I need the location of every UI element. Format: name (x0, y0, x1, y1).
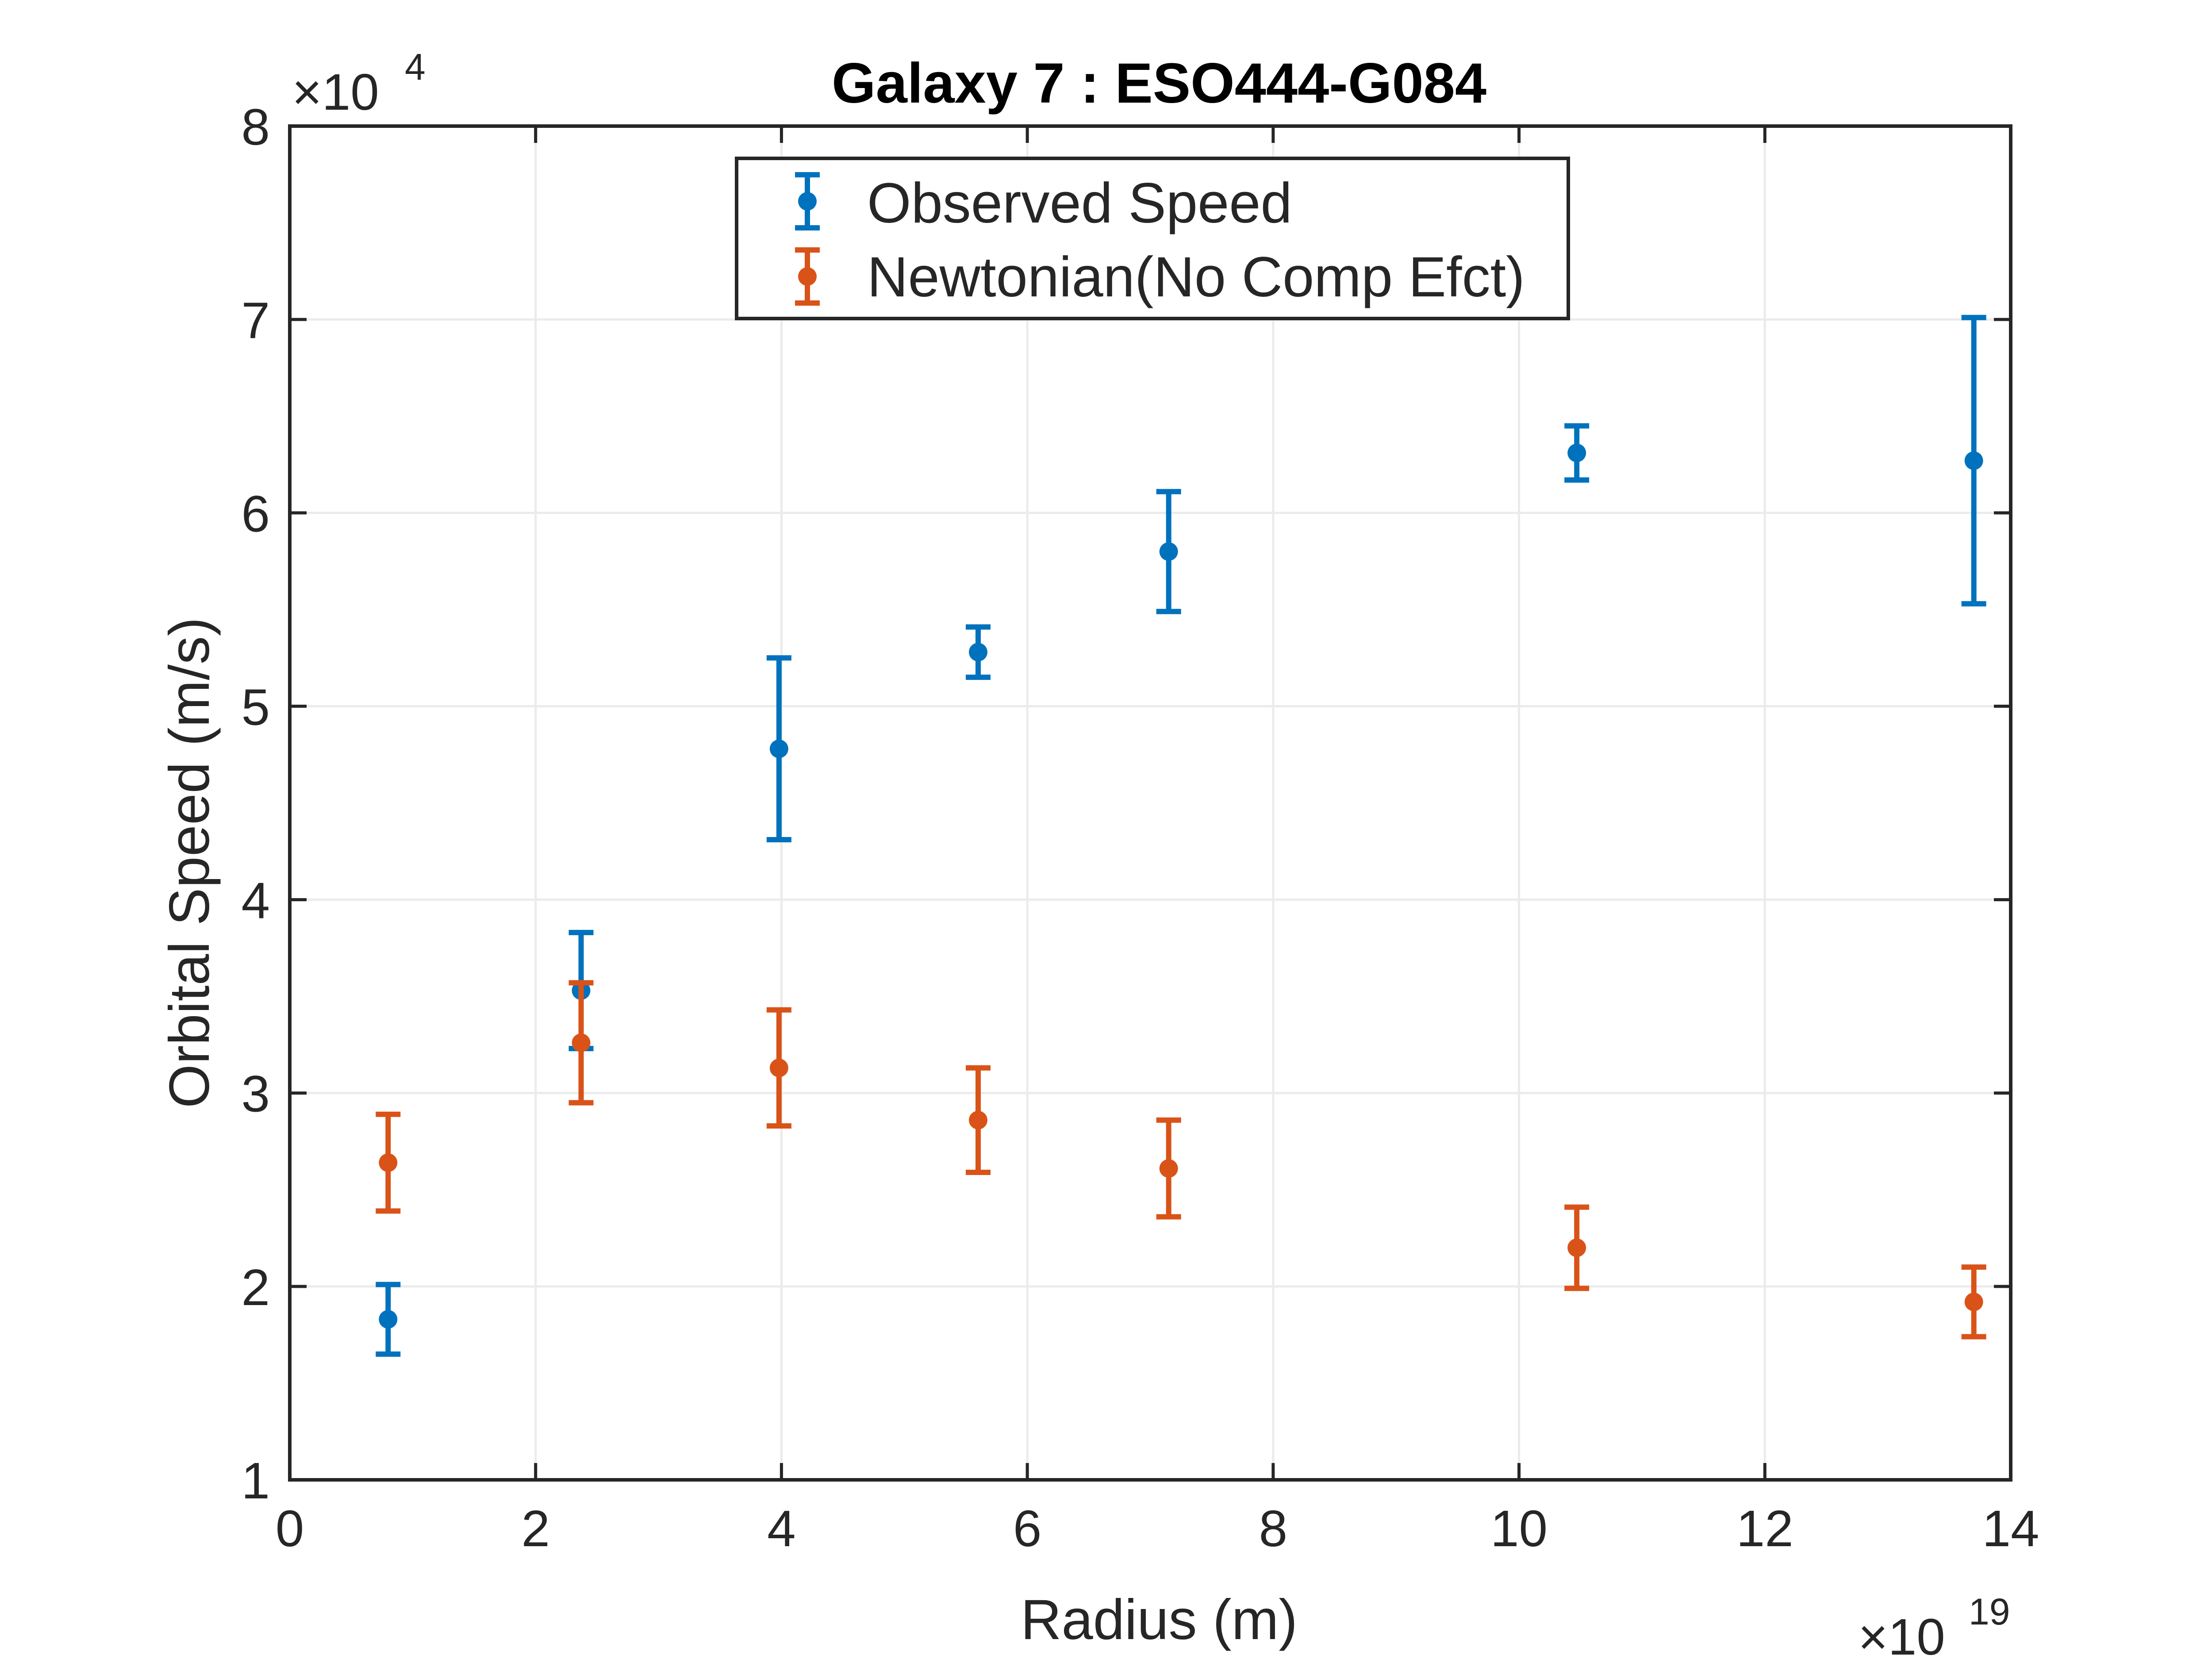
y-exponent-power: 4 (405, 46, 426, 88)
legend: Observed Speed Newtonian(No Comp Efct) (735, 157, 1570, 320)
y-tick-label: 5 (241, 678, 270, 736)
y-exponent-base: ×10 (292, 63, 379, 121)
data-marker (572, 1033, 591, 1052)
legend-marker-observed (795, 172, 820, 230)
data-marker (1964, 451, 1983, 470)
legend-marker-dot (798, 267, 817, 286)
data-point (966, 1065, 991, 1175)
y-tick-label: 4 (241, 872, 270, 929)
y-tick-label: 1 (241, 1452, 270, 1509)
data-marker (379, 1310, 398, 1329)
data-point (1961, 315, 1986, 607)
series-0 (376, 315, 1986, 1357)
data-marker (379, 1153, 398, 1172)
data-marker (969, 1110, 987, 1129)
data-point (1156, 1117, 1181, 1220)
legend-box (735, 157, 1570, 320)
plot-area-frame (288, 124, 2012, 1482)
legend-marker-dot (798, 192, 817, 211)
series-1 (376, 980, 1986, 1340)
data-point (568, 980, 594, 1106)
y-tick-label: 3 (241, 1065, 270, 1123)
x-tick-label: 4 (767, 1500, 796, 1557)
data-point (376, 1282, 401, 1357)
legend-label-newtonian: Newtonian(No Comp Efct) (867, 246, 1525, 309)
x-axis-exponent: ×10 19 (1858, 1591, 2010, 1659)
data-marker (769, 739, 788, 758)
data-marker (1567, 443, 1586, 462)
data-marker (969, 643, 987, 662)
x-tick-label: 2 (521, 1500, 550, 1557)
data-marker (1159, 542, 1178, 561)
data-point (766, 1007, 791, 1129)
x-tick-label: 14 (1982, 1500, 2039, 1557)
data-point (1564, 1204, 1590, 1291)
data-marker (1567, 1238, 1586, 1257)
data-marker (1159, 1159, 1178, 1178)
y-tick-label: 8 (241, 98, 270, 156)
y-tick-label: 6 (241, 485, 270, 542)
x-tick-label: 0 (276, 1500, 304, 1557)
legend-marker-newtonian (795, 247, 820, 306)
data-point (1156, 489, 1181, 614)
x-tick-label: 12 (1736, 1500, 1793, 1557)
y-axis-label: Orbital Speed (m/s) (158, 617, 221, 1108)
x-tick-label: 8 (1259, 1500, 1288, 1557)
data-point (1961, 1264, 1986, 1340)
y-tick-label: 2 (241, 1259, 270, 1316)
x-axis-label: Radius (m) (1021, 1588, 1298, 1651)
x-tick-label: 10 (1490, 1500, 1548, 1557)
data-point (766, 655, 791, 843)
y-axis-exponent: ×10 4 (292, 46, 426, 121)
data-point (376, 1111, 401, 1214)
legend-label-observed: Observed Speed (867, 172, 1292, 235)
x-exponent-base: ×10 (1858, 1608, 1945, 1659)
data-point (966, 624, 991, 680)
data-marker (1964, 1292, 1983, 1311)
data-point (1564, 423, 1590, 483)
chart-title: Galaxy 7 : ESO444-G084 (832, 52, 1486, 115)
data-marker (769, 1058, 788, 1077)
y-tick-label: 7 (241, 292, 270, 349)
x-exponent-power: 19 (1969, 1591, 2010, 1632)
data-series (376, 315, 1986, 1357)
x-tick-label: 6 (1013, 1500, 1042, 1557)
